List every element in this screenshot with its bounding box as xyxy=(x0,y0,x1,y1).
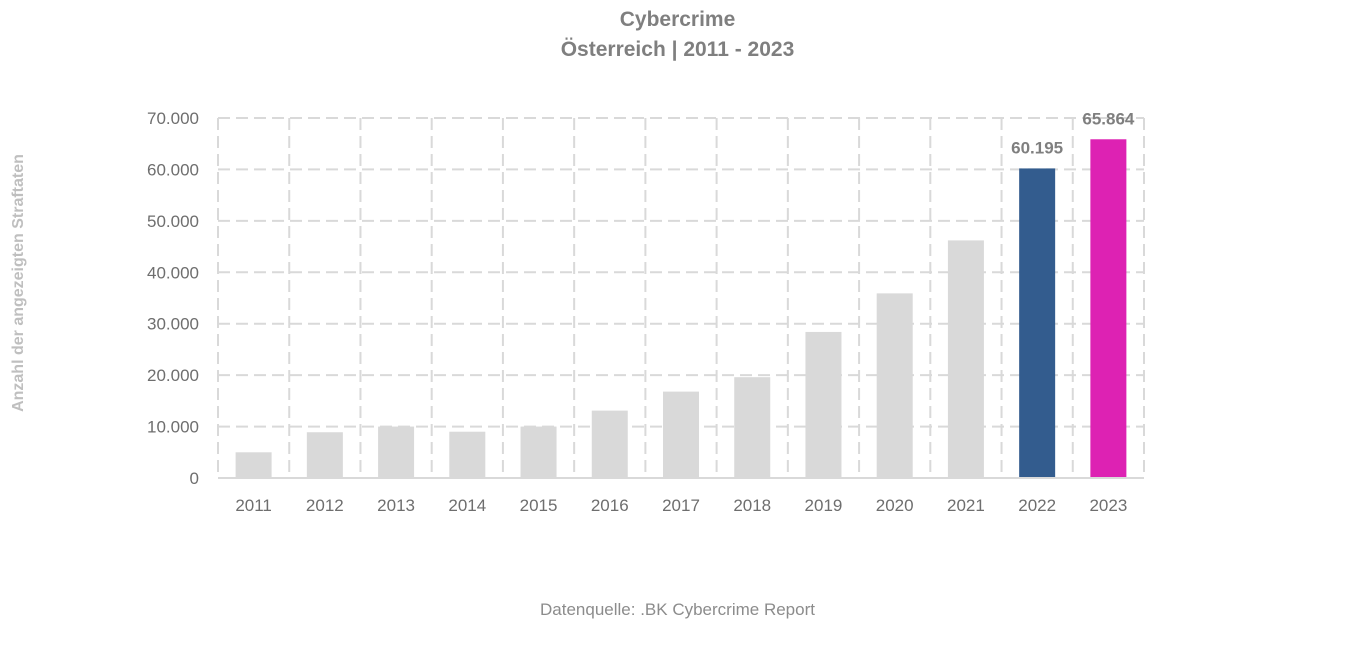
bar-2018 xyxy=(734,377,771,478)
bar-2022 xyxy=(1019,168,1056,478)
x-tick-label: 2023 xyxy=(1089,496,1127,515)
y-tick-label: 0 xyxy=(190,469,199,488)
chart-title: Cybercrime xyxy=(619,8,736,31)
y-tick-label: 40.000 xyxy=(147,263,199,282)
x-tick-label: 2016 xyxy=(591,496,629,515)
x-tick-label: 2020 xyxy=(876,496,914,515)
bar-2015 xyxy=(520,426,557,478)
data-label-2023: 65.864 xyxy=(1082,109,1135,128)
bar-2021 xyxy=(947,240,984,478)
x-tick-label: 2013 xyxy=(377,496,415,515)
x-tick-label: 2014 xyxy=(448,496,486,515)
data-label-2022: 60.195 xyxy=(1011,138,1063,157)
x-tick-label: 2012 xyxy=(306,496,344,515)
bar-2016 xyxy=(591,410,628,478)
x-tick-label: 2018 xyxy=(733,496,771,515)
bar-2011 xyxy=(235,452,272,478)
bar-2014 xyxy=(449,431,486,478)
chart-subtitle: Österreich | 2011 - 2023 xyxy=(560,38,795,61)
x-tick-label: 2022 xyxy=(1018,496,1056,515)
x-tick-label: 2011 xyxy=(235,496,272,515)
y-tick-label: 70.000 xyxy=(147,109,199,128)
y-tick-label: 30.000 xyxy=(147,315,199,334)
bar-2019 xyxy=(805,331,842,478)
bar-2017 xyxy=(663,391,699,478)
y-tick-label: 60.000 xyxy=(147,160,199,179)
y-tick-label: 10.000 xyxy=(147,418,199,437)
x-tick-label: 2017 xyxy=(662,496,700,515)
bar-2013 xyxy=(378,426,415,478)
y-tick-label: 50.000 xyxy=(147,212,199,231)
x-tick-label: 2019 xyxy=(805,496,843,515)
bar-2020 xyxy=(876,293,913,478)
x-tick-label: 2015 xyxy=(520,496,558,515)
bar-2012 xyxy=(306,432,343,478)
data-source-note: Datenquelle: .BK Cybercrime Report xyxy=(540,600,815,619)
bar-2023 xyxy=(1090,139,1127,478)
x-tick-label: 2021 xyxy=(947,496,985,515)
y-tick-label: 20.000 xyxy=(147,366,199,385)
